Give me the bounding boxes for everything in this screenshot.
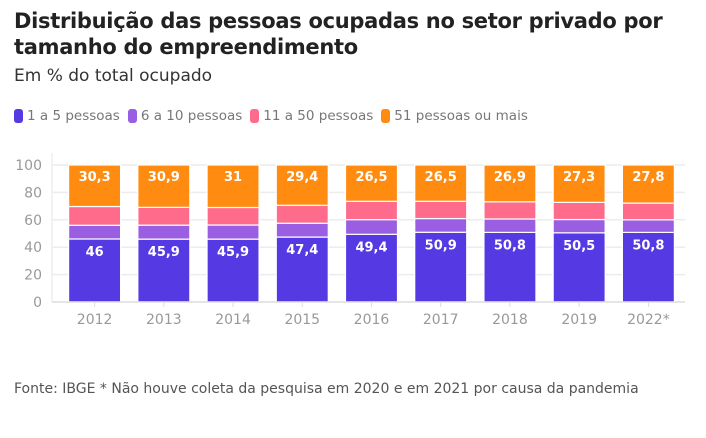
data-label: 50,8 — [494, 238, 526, 253]
bar-segment — [483, 164, 537, 203]
bar-segment — [483, 201, 537, 220]
legend-label: 6 a 10 pessoas — [140, 108, 243, 124]
bar-segment — [344, 219, 399, 235]
legend-swatch-icon — [127, 109, 137, 123]
data-label: 50,5 — [563, 239, 595, 254]
y-tick-label: 100 — [15, 158, 42, 174]
data-label: 46 — [86, 245, 104, 260]
data-label: 50,9 — [425, 238, 457, 253]
stacked-bar-chart: 0 20 40 60 80 100 46 30,3 2012 45,9 30,9 2013 45,9 31… — [15, 153, 685, 328]
x-tick-label: 2022* — [627, 312, 670, 328]
bar-segment — [137, 238, 191, 303]
x-tick-label: 2013 — [146, 312, 182, 328]
x-tick-label: 2019 — [561, 312, 597, 328]
data-label: 45,9 — [217, 245, 249, 260]
data-label: 26,5 — [425, 170, 457, 185]
legend: 1 a 5 pessoas 6 a 10 pessoas 11 a 50 pes… — [14, 108, 536, 124]
data-label: 49,4 — [355, 240, 387, 255]
y-tick-label: 0 — [33, 295, 42, 311]
data-label: 30,3 — [79, 170, 111, 185]
legend-item-11-a-50[interactable]: 11 a 50 pessoas — [250, 108, 373, 124]
data-label: 29,4 — [286, 170, 318, 185]
legend-label: 51 pessoas ou mais — [394, 108, 528, 124]
y-tick-label: 40 — [24, 240, 42, 256]
bar-segment — [414, 231, 468, 303]
data-label: 27,3 — [563, 170, 595, 185]
y-tick-label: 20 — [24, 268, 42, 284]
x-tick-label: 2016 — [354, 312, 390, 328]
bar-segment — [206, 206, 260, 226]
bar-segment — [344, 200, 399, 221]
data-label: 27,8 — [632, 170, 664, 185]
chart-subtitle: Em % do total ocupado — [14, 66, 213, 86]
legend-item-1-a-5[interactable]: 1 a 5 pessoas — [14, 108, 120, 124]
bar-segment — [137, 224, 191, 240]
data-label: 30,9 — [148, 170, 180, 185]
bar-segment — [414, 217, 468, 233]
legend-item-6-a-10[interactable]: 6 a 10 pessoas — [127, 108, 243, 124]
bar-segment — [552, 201, 606, 221]
chart-title: Distribuição das pessoas ocupadas no set… — [14, 9, 663, 59]
bar-segment — [275, 204, 329, 224]
y-tick-label: 60 — [24, 213, 42, 229]
legend-label: 1 a 5 pessoas — [27, 108, 120, 124]
bar-segment — [552, 218, 606, 234]
bar-segment — [621, 164, 675, 204]
bar-segment — [137, 164, 191, 208]
legend-label: 11 a 50 pessoas — [263, 108, 374, 124]
legend-swatch-icon — [250, 109, 260, 123]
x-tick-label: 2012 — [77, 312, 113, 328]
bar-segment — [414, 200, 468, 220]
x-tick-label: 2015 — [284, 312, 320, 328]
x-tick-label: 2017 — [423, 312, 459, 328]
x-tick-label: 2018 — [492, 312, 528, 328]
y-tick-label: 80 — [24, 185, 42, 201]
x-tick-label: 2014 — [215, 312, 251, 328]
bar-segment — [68, 224, 122, 240]
bar-segment — [552, 164, 606, 204]
bar-segment — [552, 232, 606, 303]
bar-segment — [621, 202, 675, 221]
bar-segment — [275, 164, 329, 206]
legend-item-51-ou-mais[interactable]: 51 pessoas ou mais — [381, 108, 528, 124]
data-label: 50,8 — [632, 238, 664, 253]
legend-swatch-icon — [14, 109, 23, 123]
data-label: 26,5 — [355, 170, 387, 185]
bar-segment — [275, 236, 329, 303]
bar-segment — [621, 219, 675, 234]
bar-segment — [68, 205, 122, 226]
bar-segment — [344, 164, 399, 202]
bar-segment — [414, 164, 468, 202]
data-label: 45,9 — [148, 245, 180, 260]
bar-segment — [483, 218, 537, 234]
bar-segment — [621, 231, 675, 303]
bar-segment — [206, 164, 260, 209]
legend-swatch-icon — [381, 109, 391, 123]
data-label: 26,9 — [494, 170, 526, 185]
bar-segment — [483, 231, 537, 303]
bar-segment — [137, 206, 191, 226]
bar-segment — [275, 222, 329, 238]
bar-segment — [206, 224, 260, 240]
source-note: Fonte: IBGE * Não houve coleta da pesqui… — [14, 381, 639, 397]
data-label: 31 — [224, 170, 242, 185]
bar-segment — [68, 164, 122, 208]
data-label: 47,4 — [286, 243, 318, 258]
